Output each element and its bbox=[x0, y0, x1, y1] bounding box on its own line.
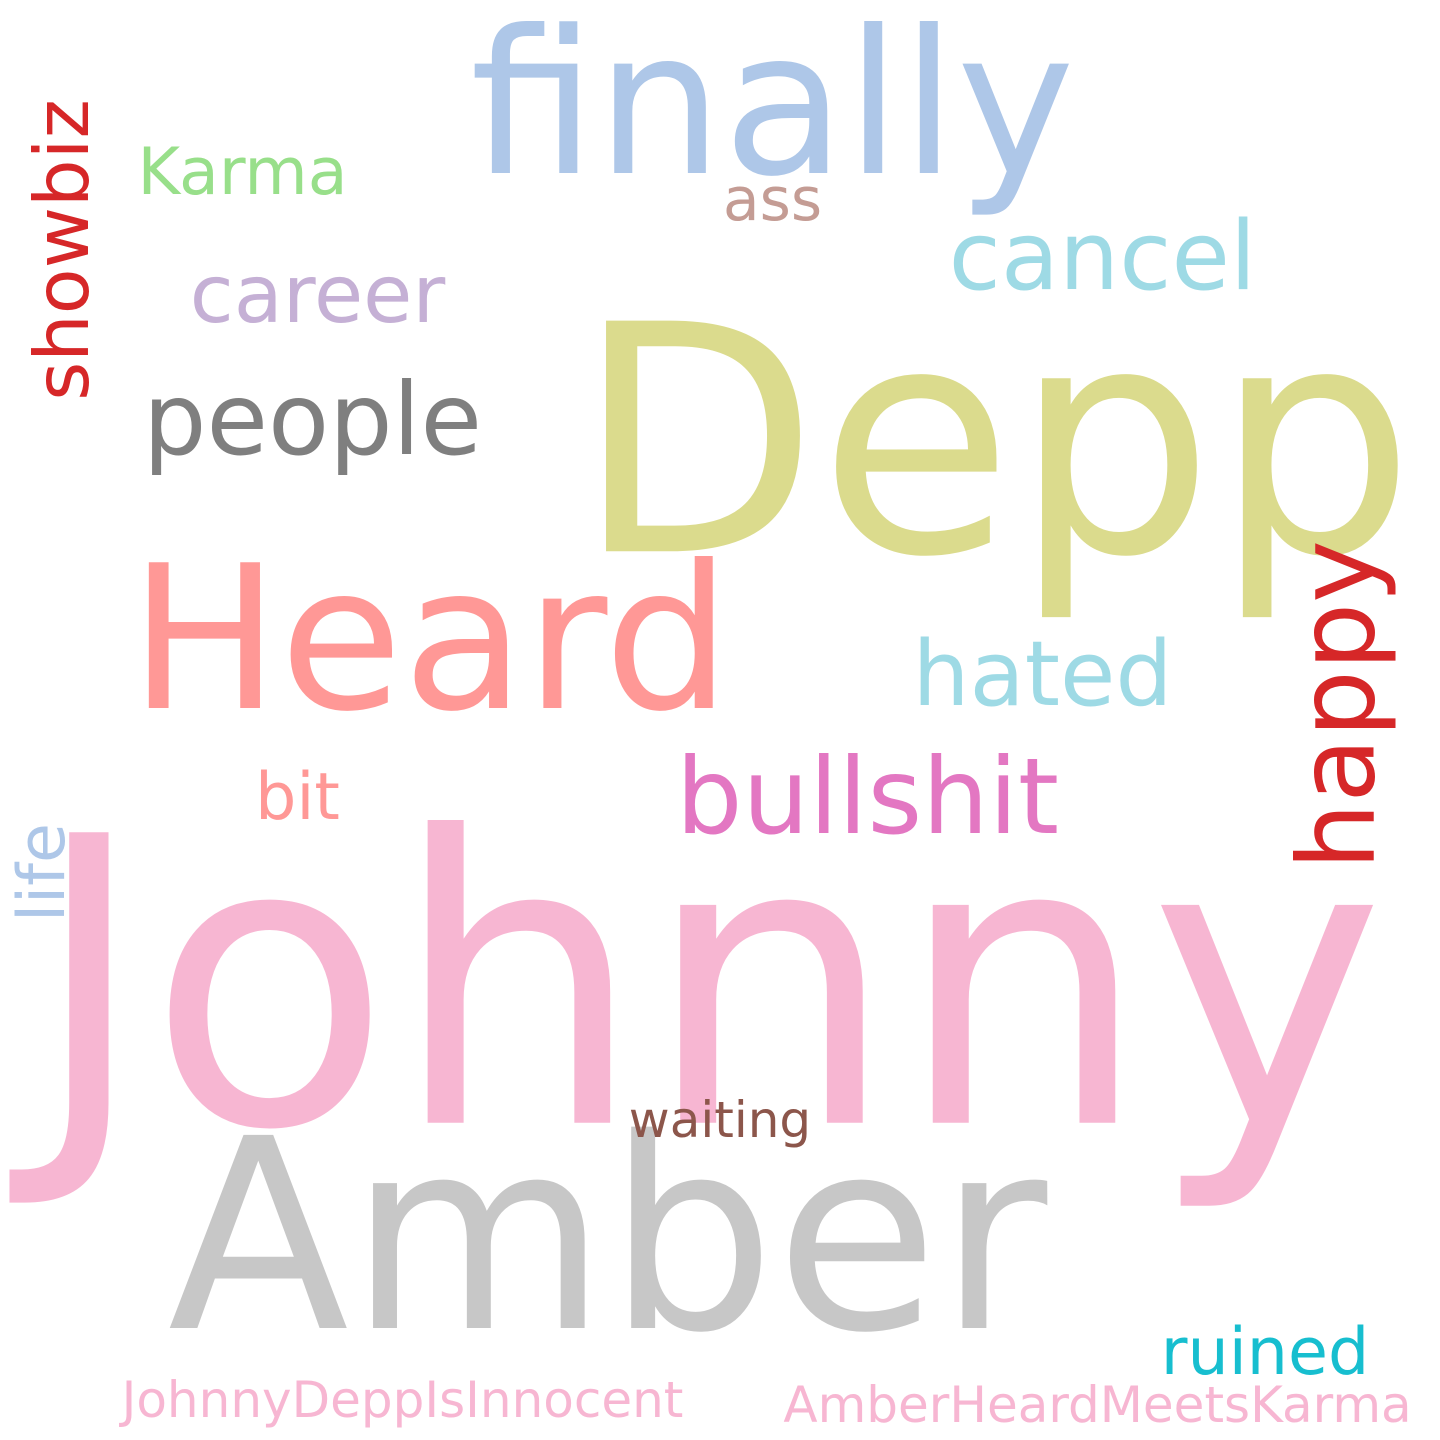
word-bit: bit bbox=[255, 760, 340, 835]
word-amberheardmeetskarma: AmberHeardMeetsKarma bbox=[783, 1376, 1412, 1434]
word-career: career bbox=[189, 248, 446, 341]
word-johnny: Johnny bbox=[30, 752, 1385, 1217]
word-karma: Karma bbox=[137, 135, 348, 210]
word-life: life bbox=[5, 823, 80, 922]
word-happy: happy bbox=[1275, 539, 1400, 870]
word-cancel: cancel bbox=[948, 202, 1257, 312]
word-amber: Amber bbox=[167, 1083, 1048, 1391]
word-heard: Heard bbox=[129, 523, 731, 756]
word-ass: ass bbox=[722, 165, 823, 235]
word-ruined: ruined bbox=[1160, 1315, 1370, 1390]
word-finally: finally bbox=[470, 0, 1075, 221]
word-bullshit: bullshit bbox=[675, 736, 1060, 858]
word-showbiz: showbiz bbox=[18, 99, 106, 401]
word-depp: Depp bbox=[575, 257, 1415, 627]
word-people: people bbox=[143, 361, 482, 478]
word-johnnydeppisinnocent: JohnnyDeppIsInnocent bbox=[121, 1371, 684, 1429]
word-hated: hated bbox=[912, 622, 1173, 727]
word-waiting: waiting bbox=[628, 1091, 812, 1149]
